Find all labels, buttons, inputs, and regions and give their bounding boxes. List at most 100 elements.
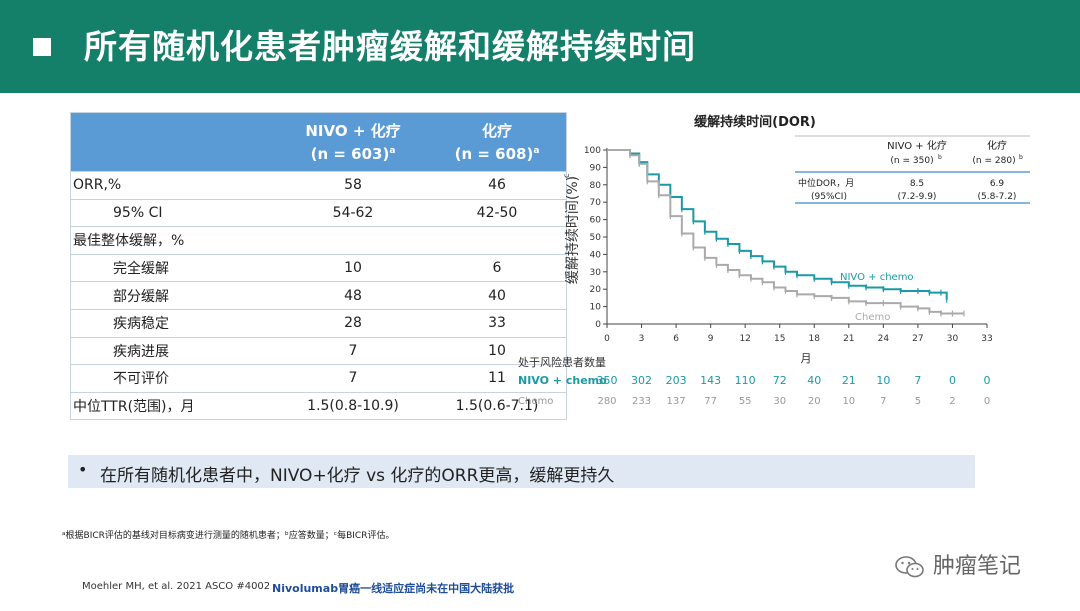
row-value-nivo: 58 (278, 171, 428, 200)
row-label: 中位TTR(范围)，月 (70, 392, 278, 421)
x-tick-label: 27 (912, 334, 923, 344)
inset-col2-line1: 化疗 (987, 139, 1007, 152)
risk-number-chemo: 20 (808, 396, 821, 407)
row-value-chemo: 33 (428, 309, 567, 338)
row-label: ORR,% (70, 171, 278, 200)
row-value-chemo: 11 (428, 364, 567, 393)
row-label: 最佳整体缓解，% (70, 226, 278, 255)
row-value-chemo: 1.5(0.6-7.1) (428, 392, 567, 421)
key-message-text: 在所有随机化患者中，NIVO+化疗 vs 化疗的ORR更高，缓解更持久 (100, 466, 615, 486)
x-tick-label: 0 (604, 334, 610, 344)
y-tick-label: 10 (590, 303, 602, 313)
wechat-icon (895, 556, 924, 578)
risk-label-nivo: NIVO + chemo (518, 374, 607, 387)
header-nivo-line2: (n = 603) (310, 144, 390, 163)
inset-col2-line2: (n = 280) (972, 156, 1015, 166)
table-row: ORR,% 58 46 (70, 171, 567, 200)
inset-row-label2: (95%CI) (811, 192, 847, 202)
y-tick-label: 30 (590, 268, 602, 278)
inset-v2-main: 6.9 (990, 179, 1005, 189)
x-tick-label: 21 (843, 334, 854, 344)
table-row: 疾病稳定 28 33 (70, 309, 567, 338)
risk-number-nivo: 350 (597, 374, 618, 387)
row-value-nivo: 1.5(0.8-10.9) (278, 392, 428, 421)
header-nivo-sup: a (389, 145, 396, 156)
y-tick-label: 90 (590, 163, 602, 173)
inset-col1-line2: (n = 350) (890, 156, 933, 166)
risk-number-nivo: 40 (807, 374, 821, 387)
row-label: 不可评价 (70, 364, 278, 393)
risk-label-chemo: Chemo (518, 396, 553, 407)
bullet-dot-icon: • (78, 460, 88, 479)
y-tick-label: 0 (595, 320, 601, 330)
table-row: 部分缓解 48 40 (70, 281, 567, 310)
risk-number-chemo: 0 (984, 396, 990, 407)
square-bullet-icon (33, 38, 51, 56)
row-label: 部分缓解 (70, 281, 278, 310)
y-tick-label: 80 (590, 181, 602, 191)
row-value-nivo: 10 (278, 254, 428, 283)
risk-number-chemo: 137 (667, 396, 686, 407)
dor-km-chart: 缓解持续时间(DOR) 缓解持续时间(%) c 0102030405060708… (518, 114, 1030, 407)
risk-number-chemo: 5 (915, 396, 921, 407)
x-tick-label: 3 (639, 334, 645, 344)
x-tick-label: 24 (878, 334, 890, 344)
risk-number-nivo: 302 (631, 374, 652, 387)
footnote: ᵃ根据BICR评估的基线对目标病变进行测量的随机患者；ᵇ应答数量；ᶜ每BICR评… (62, 531, 395, 541)
key-message-box: • 在所有随机化患者中，NIVO+化疗 vs 化疗的ORR更高，缓解更持久 (68, 455, 975, 488)
risk-number-nivo: 0 (949, 374, 956, 387)
header-chemo-sup: a (533, 145, 540, 156)
risk-number-nivo: 21 (842, 374, 856, 387)
x-tick-label: 18 (809, 334, 821, 344)
row-value-chemo (428, 226, 567, 255)
row-value-chemo: 46 (428, 171, 567, 200)
risk-number-nivo: 7 (914, 374, 921, 387)
row-label: 疾病进展 (70, 337, 278, 366)
table-row: 完全缓解 10 6 (70, 254, 567, 283)
row-value-chemo: 6 (428, 254, 567, 283)
watermark: 肿瘤笔记 (895, 548, 1021, 580)
row-value-nivo: 54-62 (278, 199, 428, 228)
risk-table-title: 处于风险患者数量 (518, 355, 606, 369)
y-axis-label-sup: c (562, 174, 571, 178)
row-value-nivo: 7 (278, 337, 428, 366)
legend-nivo: NIVO + chemo (840, 272, 914, 283)
row-label: 完全缓解 (70, 254, 278, 283)
title-bar: 所有随机化患者肿瘤缓解和缓解持续时间 (0, 0, 1080, 93)
row-value-nivo: 7 (278, 364, 428, 393)
row-value-chemo: 42-50 (428, 199, 567, 228)
y-tick-label: 20 (590, 285, 602, 295)
inset-row-label1: 中位DOR，月 (798, 177, 854, 189)
x-tick-label: 15 (774, 334, 785, 344)
x-tick-label: 9 (708, 334, 714, 344)
risk-number-nivo: 143 (700, 374, 721, 387)
risk-number-nivo: 203 (666, 374, 687, 387)
risk-number-chemo: 10 (842, 396, 855, 407)
table-row: 不可评价 7 11 (70, 364, 567, 393)
axes: 0 10 20 30 40 50 60 70 80 90 100 0 3 6 9 12 15 18 21 24 27 30… (584, 146, 993, 344)
y-axis-label-group: 缓解持续时间(%) c (562, 174, 581, 285)
y-tick-label: 50 (590, 233, 602, 243)
table-row: 95% CI 54-62 42-50 (70, 199, 567, 228)
risk-number-chemo: 55 (739, 396, 752, 407)
header-chemo-line1: 化疗 (481, 121, 512, 140)
header-nivo-line1: NIVO + 化疗 (305, 121, 401, 140)
row-value-chemo: 10 (428, 337, 567, 366)
chart-title: 缓解持续时间(DOR) (694, 114, 816, 130)
table-row: 中位TTR(范围)，月 1.5(0.8-10.9) 1.5(0.6-7.1) (70, 392, 567, 421)
table-row: 疾病进展 7 10 (70, 337, 567, 366)
reference: Moehler MH, et al. 2021 ASCO #4002 (82, 581, 271, 592)
inset-col2-sup: b (1019, 154, 1023, 161)
y-axis-label: 缓解持续时间(%) (564, 176, 581, 284)
inset-v1-ci: (7.2-9.9) (898, 192, 937, 202)
reference-note: Nivolumab胃癌一线适应症尚未在中国大陆获批 (272, 582, 515, 595)
inset-col1-line1: NIVO + 化疗 (887, 139, 947, 152)
inset-v1-main: 8.5 (910, 179, 924, 189)
table-header-chemo: 化疗 (n = 608)a (428, 112, 567, 172)
response-table: NIVO + 化疗 (n = 603)a 化疗 (n = 608)a ORR,%… (70, 112, 567, 421)
risk-number-chemo: 77 (704, 396, 717, 407)
table-header-nivo: NIVO + 化疗 (n = 603)a (278, 112, 428, 172)
risk-number-chemo: 7 (880, 396, 886, 407)
row-label: 95% CI (70, 199, 278, 228)
